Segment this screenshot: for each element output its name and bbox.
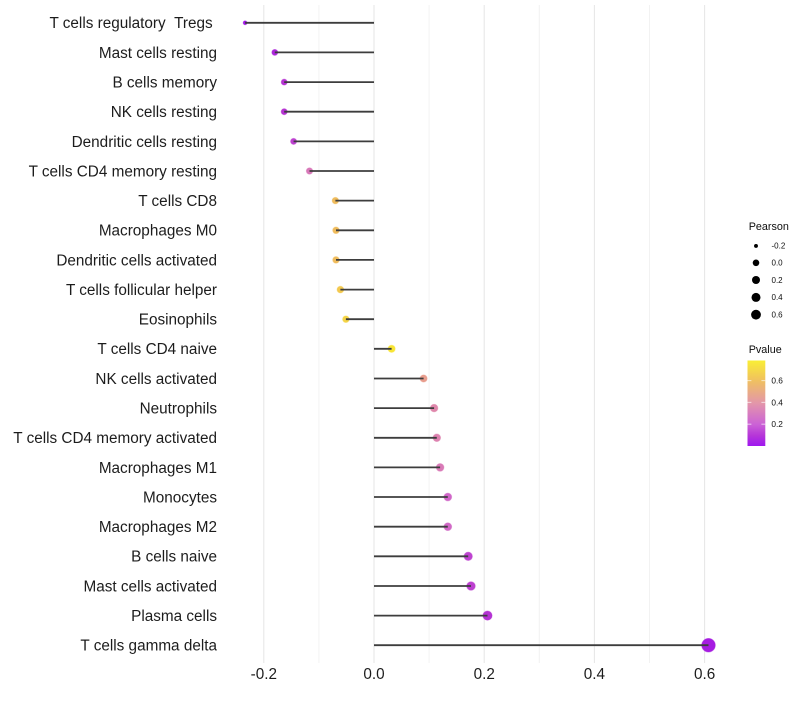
svg-text:Pvalue: Pvalue (749, 344, 782, 356)
svg-text:0.2: 0.2 (474, 666, 495, 683)
svg-text:T cells regulatory Tregs: T cells regulatory Tregs (49, 15, 213, 32)
svg-text:Pearson: Pearson (749, 221, 789, 233)
svg-text:0.2: 0.2 (772, 276, 784, 285)
svg-text:Macrophages M2: Macrophages M2 (99, 519, 217, 536)
svg-text:0.6: 0.6 (694, 666, 715, 683)
svg-text:0.0: 0.0 (363, 666, 384, 683)
svg-text:Mast cells resting: Mast cells resting (99, 45, 217, 62)
svg-text:0.0: 0.0 (772, 259, 784, 268)
svg-text:Dendritic cells resting: Dendritic cells resting (72, 134, 217, 151)
svg-text:-0.2: -0.2 (251, 666, 277, 683)
svg-text:Plasma cells: Plasma cells (131, 608, 217, 625)
svg-text:0.2: 0.2 (771, 419, 783, 429)
svg-text:Mast cells activated: Mast cells activated (84, 578, 217, 595)
svg-text:Dendritic cells activated: Dendritic cells activated (56, 252, 217, 269)
svg-text:0.4: 0.4 (771, 397, 783, 407)
svg-text:T cells gamma delta: T cells gamma delta (80, 638, 217, 655)
svg-text:T cells CD4 memory resting: T cells CD4 memory resting (29, 163, 217, 180)
svg-text:B cells memory: B cells memory (112, 75, 217, 92)
svg-text:T cells CD8: T cells CD8 (138, 193, 217, 210)
svg-text:Monocytes: Monocytes (143, 489, 217, 506)
svg-text:Macrophages M1: Macrophages M1 (99, 460, 217, 477)
svg-text:T cells CD4 naive: T cells CD4 naive (97, 341, 217, 358)
svg-text:B cells naive: B cells naive (131, 549, 217, 566)
svg-text:T cells follicular helper: T cells follicular helper (66, 282, 217, 299)
svg-text:Neutrophils: Neutrophils (140, 401, 218, 418)
svg-text:NK cells activated: NK cells activated (95, 371, 217, 388)
svg-text:NK cells resting: NK cells resting (111, 104, 217, 121)
svg-text:0.6: 0.6 (771, 376, 783, 386)
svg-text:T cells CD4 memory activated: T cells CD4 memory activated (13, 430, 217, 447)
svg-text:0.4: 0.4 (772, 293, 784, 302)
svg-text:Macrophages M0: Macrophages M0 (99, 223, 217, 240)
svg-text:Eosinophils: Eosinophils (139, 312, 218, 329)
svg-text:0.4: 0.4 (584, 666, 606, 683)
svg-text:0.6: 0.6 (772, 311, 784, 320)
svg-text:-0.2: -0.2 (772, 242, 786, 251)
